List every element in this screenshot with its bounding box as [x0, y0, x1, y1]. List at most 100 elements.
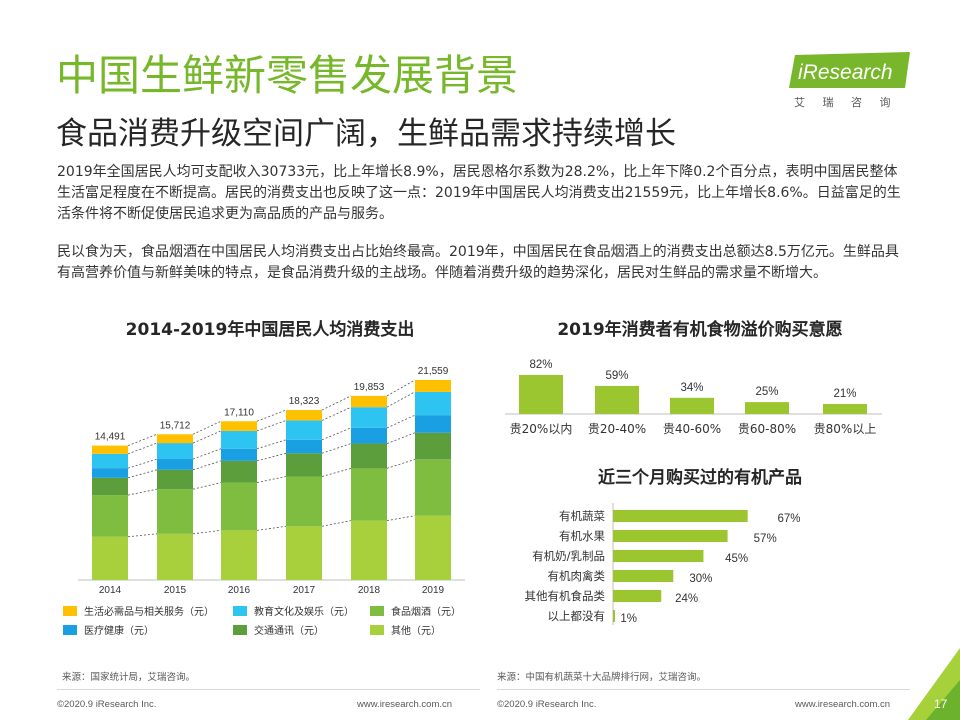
legend-item-transport: 交通通讯（元） — [233, 625, 324, 639]
bar-segment — [415, 415, 451, 433]
intro-paragraph-1: 2019年全国居民人均可支配收入30733元，比上年增长8.9%，居民恩格尔系数… — [57, 164, 901, 222]
bar-segment — [415, 432, 451, 460]
bar-segment — [351, 427, 387, 444]
trend-dashed-line — [256, 420, 287, 432]
bar-segment — [157, 434, 193, 444]
trend-dashed-line — [321, 443, 352, 454]
legend-item-food: 食品烟酒（元） — [370, 606, 461, 620]
trend-dashed-line — [192, 420, 222, 435]
category-tick-label: 有机肉禽类 — [548, 569, 606, 583]
bar-value-label: 57% — [754, 533, 777, 545]
year-tick-label: 2016 — [228, 585, 251, 596]
total-value-label: 21,559 — [418, 366, 449, 377]
bar-value-label: 59% — [605, 370, 628, 382]
bar-value-label: 21% — [833, 388, 856, 400]
footer-divider-left — [57, 689, 480, 690]
legend-label: 生活必需品与相关服务（元） — [84, 607, 214, 618]
category-tick-label: 以上都没有 — [548, 609, 606, 623]
consumption-chart-title: 2014-2019年中国居民人均消费支出 — [125, 320, 415, 340]
bar-segment — [92, 495, 128, 537]
bar-segment — [221, 530, 257, 580]
category-tick-label: 贵40-60% — [663, 422, 721, 436]
organic-product-bar — [613, 530, 728, 542]
organic-products-bar-chart: 有机蔬菜 67% 有机水果 57% 有机奶/乳制品 45% 有机肉禽类 30% 其他有机食品类 2… — [525, 503, 800, 625]
source-note-left: 来源：国家统计局，艾瑞咨询。 — [62, 672, 196, 683]
trend-dashed-line — [256, 452, 287, 462]
organic-product-bar — [613, 590, 662, 602]
legend-label: 其他（元） — [391, 626, 441, 637]
trend-dashed-line — [321, 520, 352, 527]
trend-dashed-line — [386, 515, 416, 522]
trend-dashed-line — [192, 448, 222, 460]
bar-segment — [92, 468, 128, 478]
page-title: 中国生鲜新零售发展背景 — [56, 51, 519, 100]
page-subtitle: 食品消费升级空间广阔，生鲜品需求持续增长 — [56, 116, 676, 152]
premium-bar — [670, 397, 714, 414]
bar-segment — [286, 420, 322, 440]
bar-value-label: 67% — [777, 513, 800, 525]
legend-swatch — [370, 625, 384, 635]
bar-segment — [286, 410, 322, 421]
trend-dashed-line — [321, 468, 352, 477]
bar-segment — [92, 453, 128, 469]
legend-label: 交通通讯（元） — [254, 626, 324, 637]
organic-product-bar — [613, 550, 704, 562]
trend-dashed-line — [386, 432, 416, 444]
bar-segment — [415, 515, 451, 580]
total-value-label: 14,491 — [95, 432, 126, 443]
bar-segment — [157, 443, 193, 460]
category-tick-label: 贵20%以内 — [510, 422, 573, 436]
trend-dashed-line — [127, 433, 158, 446]
category-tick-label: 其他有机食品类 — [525, 589, 606, 603]
trend-dashed-line — [386, 458, 416, 469]
trend-dashed-line — [127, 442, 158, 455]
trend-dashed-line — [256, 409, 287, 422]
organic-products-chart-title: 近三个月购买过的有机产品 — [598, 468, 802, 488]
bar-segment — [415, 391, 451, 416]
year-tick-label: 2018 — [358, 585, 381, 596]
trend-dashed-line — [127, 458, 158, 469]
bar-segment — [92, 536, 128, 580]
bar-segment — [286, 453, 322, 477]
logo-subtext: 艾 瑞 咨 询 — [794, 96, 898, 109]
footer-divider-right — [497, 689, 910, 690]
organic-product-bar — [613, 510, 748, 522]
organic-product-bar — [613, 570, 674, 582]
bar-segment — [221, 421, 257, 431]
trend-dashed-line — [386, 414, 416, 429]
premium-bar — [519, 374, 563, 414]
trend-dashed-line — [192, 529, 222, 535]
bar-value-label: 34% — [680, 382, 703, 394]
bar-segment — [351, 443, 387, 469]
bar-segment — [351, 395, 387, 408]
trend-dashed-line — [256, 476, 287, 483]
bar-segment — [157, 459, 193, 470]
bar-segment — [221, 448, 257, 461]
bar-segment — [221, 430, 257, 449]
bar-value-label: 1% — [620, 613, 637, 625]
bar-value-label: 45% — [725, 553, 748, 565]
bar-segment — [286, 476, 322, 527]
consumption-stacked-bar-chart: 14,491 2014 15,712 2015 17,110 2016 18,323 2017… — [78, 366, 465, 596]
premium-willingness-bar-chart: 82% 贵20%以内 59% 贵20-40% 34% 贵40-60% 25% 贵60-80% 2… — [505, 359, 882, 436]
category-tick-label: 贵60-80% — [738, 422, 796, 436]
trend-dashed-line — [321, 427, 352, 441]
consumption-chart-legend: 生活必需品与相关服务（元） 教育文化及娱乐（元） 食品烟酒（元） 医疗健康（元）… — [63, 606, 483, 646]
bar-segment — [286, 439, 322, 454]
year-tick-label: 2014 — [99, 585, 122, 596]
bar-segment — [157, 469, 193, 490]
corner-decoration — [908, 648, 960, 720]
year-tick-label: 2019 — [422, 585, 445, 596]
category-tick-label: 有机奶/乳制品 — [532, 549, 605, 563]
bar-segment — [351, 468, 387, 521]
intro-paragraph-2: 民以食为天，食品烟酒在中国居民人均消费支出占比始终最高。2019年，中国居民在食… — [57, 244, 899, 281]
legend-swatch — [370, 606, 384, 616]
bar-segment — [351, 520, 387, 580]
organic-product-bar — [613, 610, 616, 622]
category-tick-label: 有机蔬菜 — [559, 509, 605, 523]
bar-segment — [221, 460, 257, 483]
legend-swatch — [233, 606, 247, 616]
bar-segment — [351, 407, 387, 428]
total-value-label: 15,712 — [160, 420, 191, 431]
category-tick-label: 贵80%以上 — [814, 422, 877, 436]
